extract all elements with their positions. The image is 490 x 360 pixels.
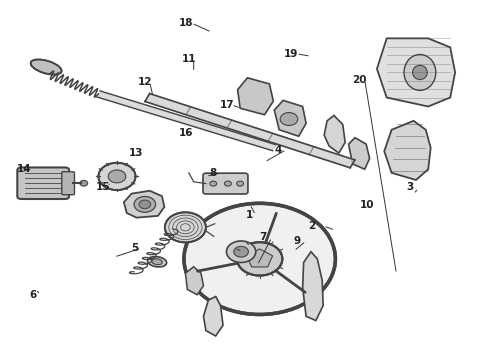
Ellipse shape xyxy=(32,62,46,69)
FancyBboxPatch shape xyxy=(203,173,248,194)
Text: 14: 14 xyxy=(17,164,31,174)
Text: 20: 20 xyxy=(352,75,367,85)
Circle shape xyxy=(108,170,126,183)
Polygon shape xyxy=(185,267,203,295)
Circle shape xyxy=(237,181,244,186)
Circle shape xyxy=(280,113,298,126)
Circle shape xyxy=(226,241,256,262)
Circle shape xyxy=(98,163,136,190)
Polygon shape xyxy=(384,121,431,180)
Text: 12: 12 xyxy=(138,77,152,87)
Polygon shape xyxy=(145,94,355,168)
Text: 2: 2 xyxy=(309,221,316,231)
Text: 13: 13 xyxy=(129,148,143,158)
Ellipse shape xyxy=(32,63,43,68)
Text: 5: 5 xyxy=(132,243,139,253)
Text: 3: 3 xyxy=(406,182,414,192)
FancyBboxPatch shape xyxy=(17,167,69,199)
Circle shape xyxy=(237,242,282,275)
Polygon shape xyxy=(238,78,273,115)
Text: 1: 1 xyxy=(246,210,253,220)
Polygon shape xyxy=(303,252,323,320)
Ellipse shape xyxy=(31,60,59,74)
Ellipse shape xyxy=(31,61,53,72)
Text: 15: 15 xyxy=(96,182,110,192)
Ellipse shape xyxy=(152,259,162,265)
Ellipse shape xyxy=(404,54,436,90)
Text: 7: 7 xyxy=(260,232,267,242)
Polygon shape xyxy=(97,91,276,151)
Polygon shape xyxy=(324,116,345,153)
Polygon shape xyxy=(377,39,455,107)
Circle shape xyxy=(224,181,231,186)
Ellipse shape xyxy=(31,62,48,70)
Ellipse shape xyxy=(413,65,427,80)
FancyBboxPatch shape xyxy=(62,172,74,195)
Text: 18: 18 xyxy=(179,18,194,28)
Text: 19: 19 xyxy=(284,49,298,59)
Circle shape xyxy=(80,180,88,186)
Ellipse shape xyxy=(31,60,56,73)
Text: 8: 8 xyxy=(210,168,217,178)
Circle shape xyxy=(134,197,156,212)
Ellipse shape xyxy=(147,257,167,267)
Polygon shape xyxy=(203,297,223,336)
Text: 4: 4 xyxy=(274,144,282,154)
Circle shape xyxy=(184,203,335,315)
Text: 17: 17 xyxy=(220,100,234,110)
Polygon shape xyxy=(124,191,164,218)
Polygon shape xyxy=(274,100,306,136)
Circle shape xyxy=(165,212,206,242)
Text: 16: 16 xyxy=(179,128,194,138)
Polygon shape xyxy=(348,138,369,169)
Text: 9: 9 xyxy=(294,236,301,246)
Circle shape xyxy=(139,200,151,209)
Circle shape xyxy=(210,181,217,186)
Ellipse shape xyxy=(31,61,51,71)
Text: 10: 10 xyxy=(360,200,374,210)
Ellipse shape xyxy=(31,59,62,75)
Text: 6: 6 xyxy=(29,290,36,300)
Polygon shape xyxy=(246,249,272,267)
Text: 11: 11 xyxy=(181,54,196,64)
Circle shape xyxy=(234,246,248,257)
